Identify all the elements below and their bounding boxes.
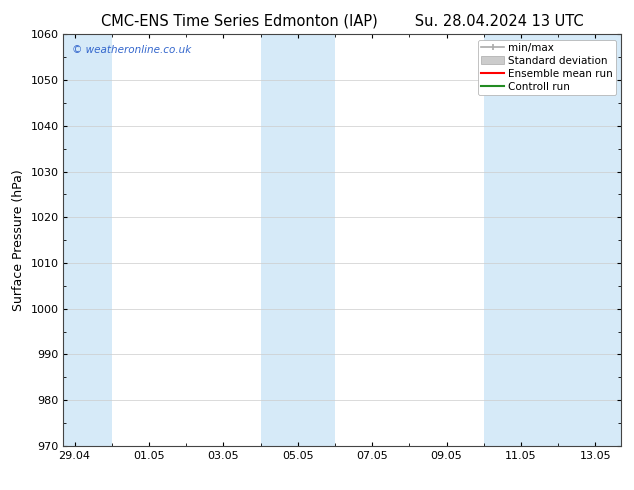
- Title: CMC-ENS Time Series Edmonton (IAP)        Su. 28.04.2024 13 UTC: CMC-ENS Time Series Edmonton (IAP) Su. 2…: [101, 14, 584, 29]
- Bar: [261, 34, 335, 446]
- Text: © weatheronline.co.uk: © weatheronline.co.uk: [72, 45, 191, 54]
- Y-axis label: Surface Pressure (hPa): Surface Pressure (hPa): [12, 169, 25, 311]
- Bar: [484, 34, 621, 446]
- Bar: [63, 34, 112, 446]
- Legend: min/max, Standard deviation, Ensemble mean run, Controll run: min/max, Standard deviation, Ensemble me…: [478, 40, 616, 95]
